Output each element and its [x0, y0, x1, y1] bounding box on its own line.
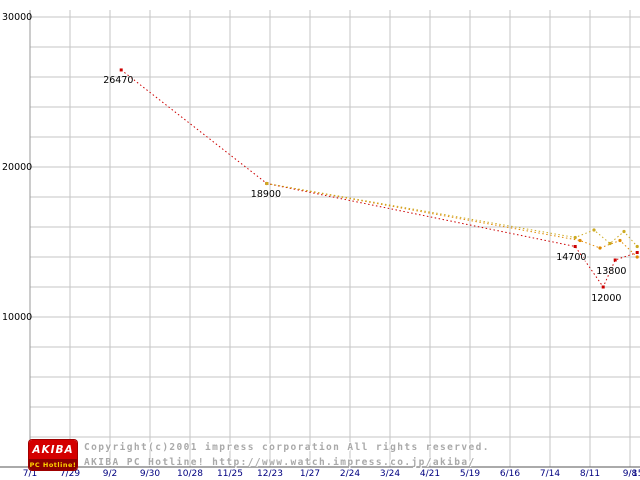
- price-series-orange-marker: [618, 238, 622, 243]
- akiba-logo-subtitle: PC Hotline!: [29, 459, 77, 470]
- akiba-logo-title: AKIBA: [29, 440, 77, 459]
- price-series-yellow-marker: [635, 244, 639, 249]
- price-series-orange-marker: [578, 238, 582, 243]
- x-tick-label: 1/27: [299, 469, 321, 479]
- price-series-orange-line: [266, 183, 638, 258]
- footer: AKIBA PC Hotline! Copyright(c)2001 impre…: [29, 440, 490, 470]
- x-tick-label: 7/29: [59, 469, 81, 479]
- x-tick-label: 7/1: [22, 469, 38, 479]
- x-tick-label: 3/24: [379, 469, 401, 479]
- price-series-orange-marker: [635, 255, 639, 259]
- akiba-logo: AKIBA PC Hotline!: [29, 440, 77, 470]
- x-tick-label: 12/23: [257, 469, 283, 479]
- price-series-yellow-line: [266, 183, 638, 247]
- x-tick-label: 5/19: [459, 469, 481, 479]
- x-tick-label: 10/28: [177, 469, 203, 479]
- x-tick-label: 11/25: [217, 469, 243, 479]
- x-tick-label: 7/14: [539, 469, 561, 479]
- price-series-red-marker: [573, 245, 577, 248]
- price-series-yellow-marker: [622, 229, 626, 234]
- y-tick-label: 30000: [2, 12, 33, 23]
- price-series-orange-marker: [598, 246, 602, 250]
- price-series-red-marker: [635, 251, 639, 254]
- point-value-label: 18900: [250, 188, 282, 200]
- point-value-label: 12000: [591, 293, 622, 304]
- point-value-label: 13800: [596, 266, 627, 277]
- x-tick-label-overflow: 15: [632, 469, 640, 479]
- price-series-yellow-marker: [608, 241, 612, 246]
- site-url-line: AKIBA PC Hotline! http://www.watch.impre…: [84, 457, 476, 468]
- price-series-red-marker: [613, 258, 617, 262]
- point-value-label: 14700: [556, 251, 587, 263]
- x-tick-label: 2/24: [339, 469, 361, 479]
- price-series-yellow-marker: [265, 181, 269, 186]
- x-tick-label: 4/21: [419, 469, 441, 479]
- copyright-line: Copyright(c)2001 impress corporation All…: [84, 442, 490, 453]
- price-series-red-marker: [601, 285, 605, 289]
- x-tick-label: 9/8: [622, 469, 638, 479]
- price-series-red-marker: [119, 68, 123, 72]
- price-series-yellow-marker: [573, 235, 577, 240]
- y-tick-label: 10000: [2, 312, 33, 323]
- price-series-yellow-marker: [592, 228, 596, 232]
- point-value-label: 26470: [103, 74, 134, 86]
- price-series-red-line: [120, 69, 638, 289]
- footer-text: Copyright(c)2001 impress corporation All…: [84, 440, 490, 470]
- x-tick-label: 6/16: [499, 469, 521, 479]
- x-tick-label: 9/2: [102, 469, 118, 479]
- x-tick-label: 9/30: [139, 469, 161, 479]
- x-tick-label: 8/11: [579, 469, 601, 479]
- y-tick-label: 20000: [2, 162, 33, 173]
